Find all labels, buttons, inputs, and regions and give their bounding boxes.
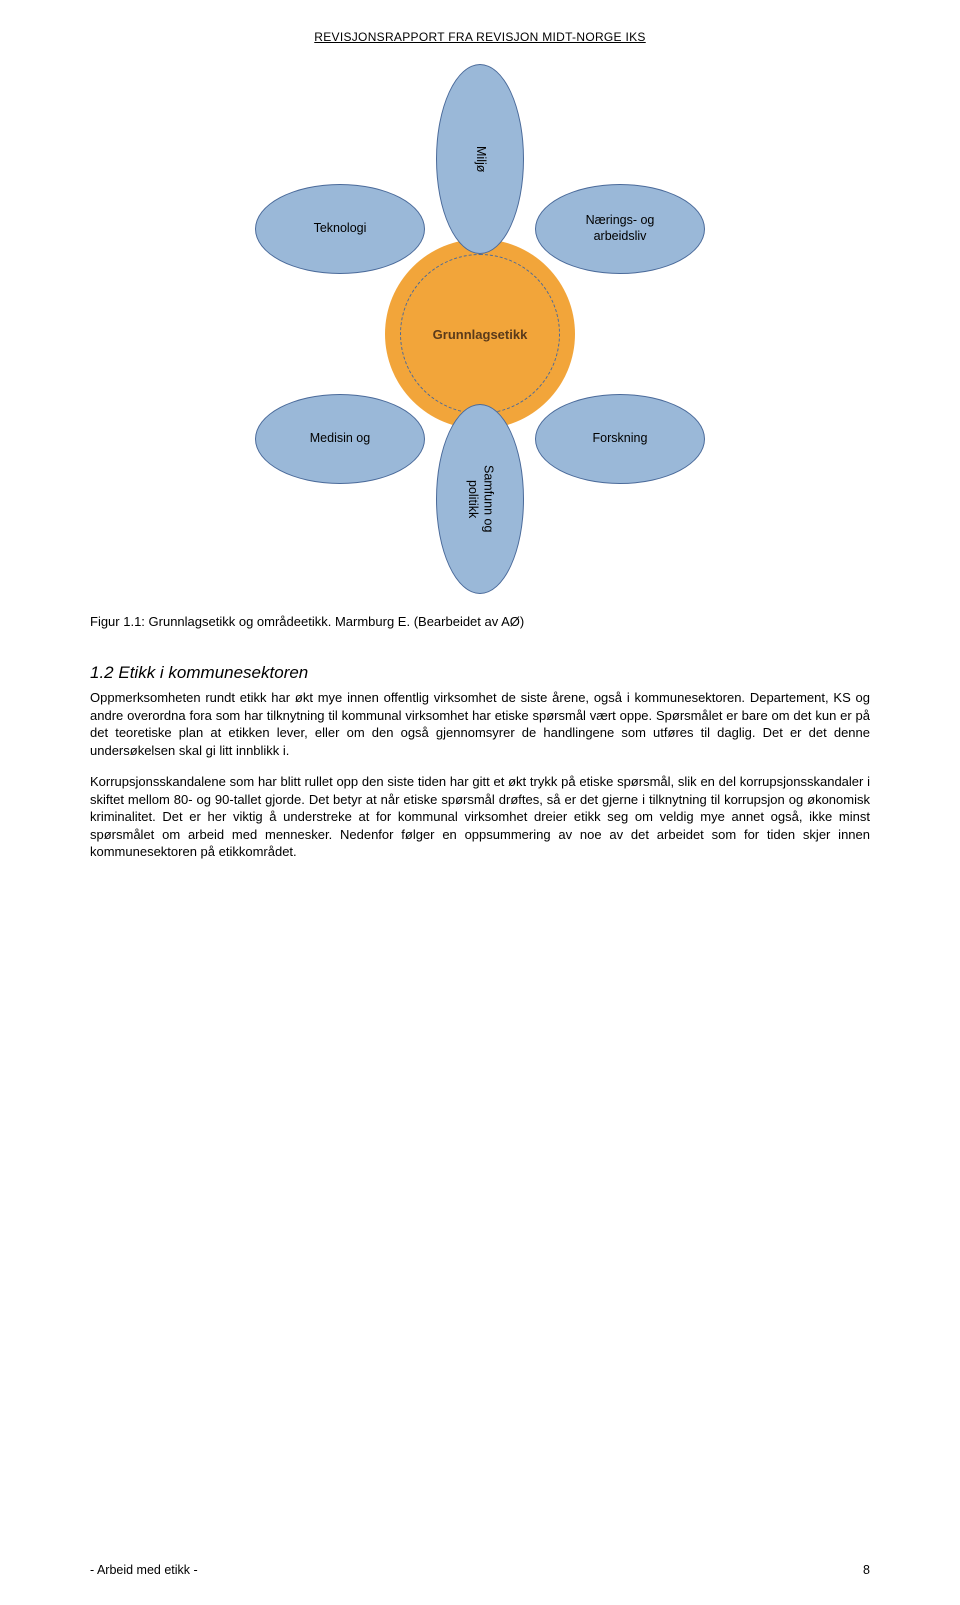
footer-left: - Arbeid med etikk - [90, 1563, 198, 1577]
section-title: 1.2 Etikk i kommunesektoren [90, 663, 870, 683]
grunnlagsetikk-diagram: GrunnlagsetikkMiljøTeknologiNærings- og … [210, 74, 750, 594]
diagram-petal-label: Miljø [472, 146, 488, 172]
diagram-petal-0: Miljø [436, 64, 524, 254]
diagram-petal-5: Forskning [535, 394, 705, 484]
diagram-petal-label: Medisin og [310, 431, 370, 447]
figure-caption: Figur 1.1: Grunnlagsetikk og områdeetikk… [90, 614, 870, 629]
page-footer: - Arbeid med etikk - 8 [90, 1563, 870, 1577]
diagram-dashed-circle [400, 254, 560, 414]
diagram-petal-label: Forskning [593, 431, 648, 447]
diagram-petal-label: Nærings- og arbeidsliv [586, 213, 655, 244]
diagram-petal-label: Samfunn og politikk [464, 465, 495, 532]
diagram-petal-1: Teknologi [255, 184, 425, 274]
diagram-petal-3: Medisin og [255, 394, 425, 484]
paragraph-1: Oppmerksomheten rundt etikk har økt mye … [90, 689, 870, 759]
document-page: REVISJONSRAPPORT FRA REVISJON MIDT-NORGE… [0, 0, 960, 1605]
diagram-petal-label: Teknologi [314, 221, 367, 237]
paragraph-2: Korrupsjonsskandalene som har blitt rull… [90, 773, 870, 861]
diagram-petal-2: Nærings- og arbeidsliv [535, 184, 705, 274]
page-header: REVISJONSRAPPORT FRA REVISJON MIDT-NORGE… [90, 30, 870, 44]
diagram-petal-4: Samfunn og politikk [436, 404, 524, 594]
footer-right: 8 [863, 1563, 870, 1577]
